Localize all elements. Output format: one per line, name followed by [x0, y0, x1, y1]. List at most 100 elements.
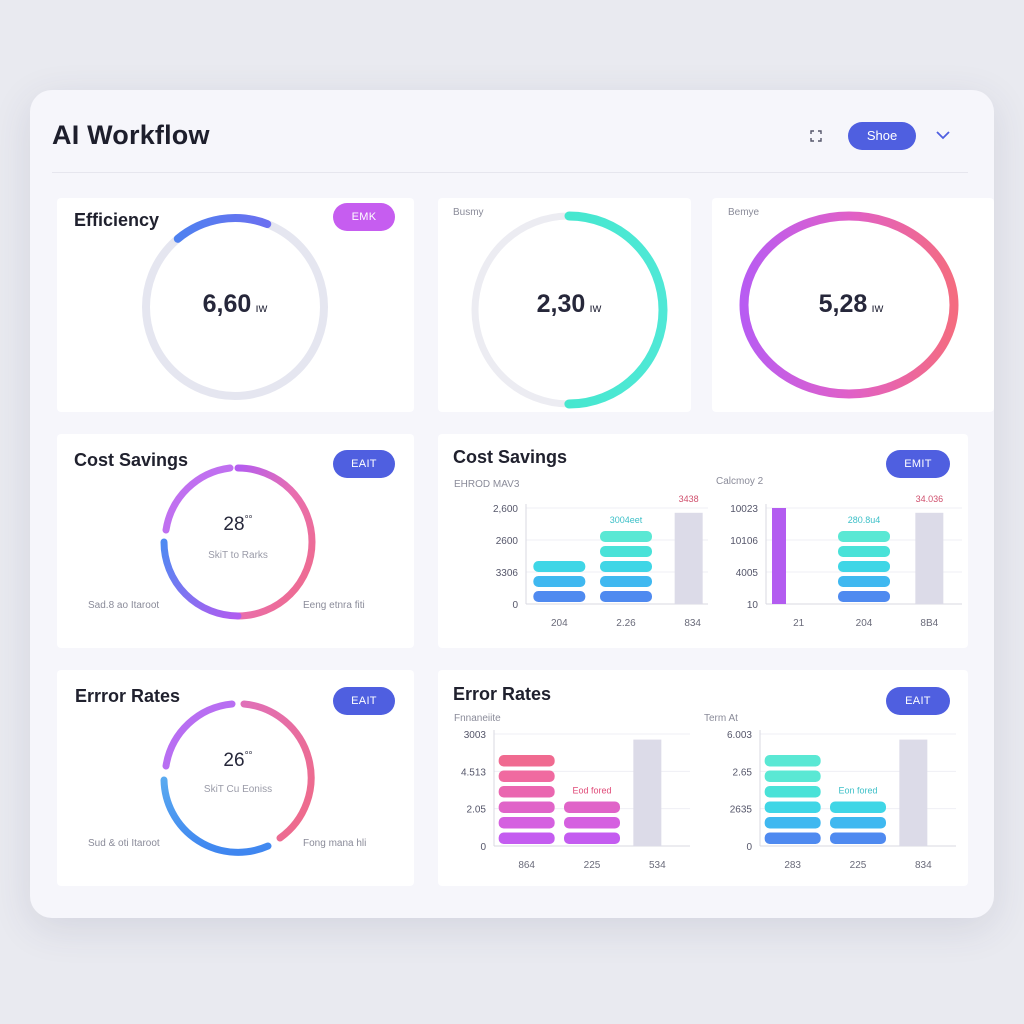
cost-bars-left-chart: 2,600 2600 3306 0 204 2.26 834 3004eet 3438	[493, 494, 708, 629]
x-tick-label: 534	[649, 860, 666, 871]
bar-total	[899, 739, 928, 846]
cost-donut-right-label: Eeng etnra fiti	[303, 600, 365, 611]
bar-segment	[764, 832, 821, 844]
error-bars-left-caption: Fnnaneiite	[454, 713, 501, 724]
bar-segment	[533, 591, 586, 602]
bar-segment	[498, 770, 555, 782]
y-tick-label: 10	[747, 600, 759, 611]
error-bars-right-chart: 6.003 2.65 2635 0 283 225 834 Eon fored ES.635%	[727, 728, 956, 871]
bar-annotation: Eod fored	[572, 786, 611, 796]
bar-segment	[564, 832, 620, 844]
y-tick-label: 4005	[736, 568, 759, 579]
y-tick-label: 2600	[496, 536, 519, 547]
efficiency-card: Efficiency EMK 6,60 ıw	[57, 198, 414, 412]
busy-unit: ıw	[589, 301, 602, 315]
cost-bars-card: Cost Savings EMIT EHROD MAV3 Calcmoy 2 2…	[438, 434, 968, 648]
bemye-card: Bemye 5,28 ıw	[712, 198, 994, 412]
error-donut-pill[interactable]: EAIT	[333, 687, 395, 715]
error-donut-left-label: Sud & oti Itaroot	[88, 838, 160, 849]
efficiency-unit: ıw	[255, 301, 268, 315]
y-tick-label: 0	[480, 842, 486, 853]
bar-segment	[600, 576, 652, 587]
efficiency-ring	[142, 214, 328, 400]
bar-segment	[498, 832, 555, 844]
x-tick-label: 225	[584, 860, 601, 871]
x-tick-label: 283	[784, 860, 801, 871]
bar-segment	[600, 531, 652, 542]
cost-bars-right-chart: 10023 10106 4005 10 21 204 8B4 280.8u4 34.036	[730, 494, 962, 629]
bar-segment	[830, 832, 886, 844]
busy-caption: Busmy	[453, 207, 484, 218]
y-tick-label: 2,600	[493, 504, 518, 515]
y-tick-label: 4.513	[461, 767, 486, 778]
error-bars-right-caption: Term At	[704, 713, 738, 724]
y-tick-label: 3306	[496, 568, 519, 579]
bemye-value-wrap: 5,28 ıw	[776, 290, 926, 319]
error-donut-sup: °°	[244, 750, 253, 762]
cost-donut-card: Cost Savings EAIT 28°° SkiT to Rarks Sad…	[57, 434, 414, 648]
bar-annotation: 280.8u4	[848, 515, 881, 525]
cost-donut-value: 28	[223, 514, 245, 535]
bar-segment	[838, 561, 890, 572]
cost-donut-title: Cost Savings	[74, 450, 189, 470]
x-tick-label: 864	[518, 860, 535, 871]
bar-segment	[764, 801, 821, 813]
cost-donut-pill[interactable]: EAIT	[333, 450, 395, 478]
y-tick-label: 2.65	[733, 767, 753, 778]
error-donut-card: Errror Rates EAIT 26°° SkiT Cu Eoniss Su…	[57, 670, 414, 886]
error-donut-title: Errror Rates	[75, 686, 181, 706]
y-tick-label: 10106	[730, 536, 758, 547]
x-tick-label: 21	[793, 618, 805, 629]
bar-segment	[838, 546, 890, 557]
y-tick-label: 0	[512, 600, 518, 611]
error-donut-center-label: SkiT Cu Eoniss	[203, 784, 273, 795]
cost-bars-title: Cost Savings	[453, 447, 568, 467]
chevron-down-icon[interactable]	[936, 130, 950, 140]
bar-segment	[600, 561, 652, 572]
bar-annotation: ES.635%	[895, 728, 933, 730]
bar-annotation: 3004eet	[610, 515, 643, 525]
y-tick-label: 0	[746, 842, 752, 853]
y-tick-label: 3003	[464, 730, 487, 741]
bar-annotation: fbt	[642, 728, 653, 730]
bar-segment	[838, 591, 890, 602]
efficiency-title: Efficiency	[74, 210, 160, 230]
header-button[interactable]: Shoe	[848, 122, 916, 150]
bar-segment	[498, 801, 555, 813]
bar-segment	[564, 817, 620, 829]
efficiency-progress-arc	[142, 214, 328, 400]
error-donut-right-label: Fong mana hli	[303, 838, 367, 849]
cost-donut-ring	[160, 464, 316, 620]
bemye-value: 5,28	[818, 290, 868, 318]
expand-icon[interactable]	[810, 130, 822, 142]
busy-ring	[470, 211, 668, 409]
bar-segment	[564, 801, 620, 813]
x-tick-label: 2.26	[616, 618, 636, 629]
efficiency-pill[interactable]: EMK	[333, 203, 395, 231]
error-bars-title: Error Rates	[453, 684, 552, 704]
bar-segment	[533, 576, 586, 587]
bar-segment	[533, 561, 586, 572]
cost-donut-center-label: SkiT to Rarks	[208, 550, 268, 561]
bar-annotation: 34.036	[916, 494, 944, 504]
bar-segment	[600, 546, 652, 557]
efficiency-value-wrap: 6,60 ıw	[160, 290, 310, 319]
x-tick-label: 225	[850, 860, 867, 871]
page-title: AI Workflow	[52, 120, 210, 150]
y-tick-label: 2.05	[467, 805, 487, 816]
bar-total	[633, 739, 662, 846]
x-tick-label: 8B4	[920, 618, 938, 629]
error-bars-pill[interactable]: EAIT	[886, 687, 950, 715]
y-tick-label: 10023	[730, 504, 758, 515]
error-bars-card: Error Rates EAIT Fnnaneiite Term At 3003…	[438, 670, 968, 886]
bar-segment	[830, 801, 886, 813]
x-tick-label: 834	[915, 860, 932, 871]
x-tick-label: 204	[551, 618, 568, 629]
cost-bars-pill[interactable]: EMIT	[886, 450, 950, 478]
busy-value: 2,30	[536, 290, 586, 318]
bar-segment	[764, 770, 821, 782]
efficiency-value: 6,60	[202, 290, 252, 318]
cost-bars-left-caption: EHROD MAV3	[454, 479, 520, 490]
error-donut-value-wrap: 26°°	[188, 750, 288, 772]
x-tick-label: 834	[684, 618, 701, 629]
